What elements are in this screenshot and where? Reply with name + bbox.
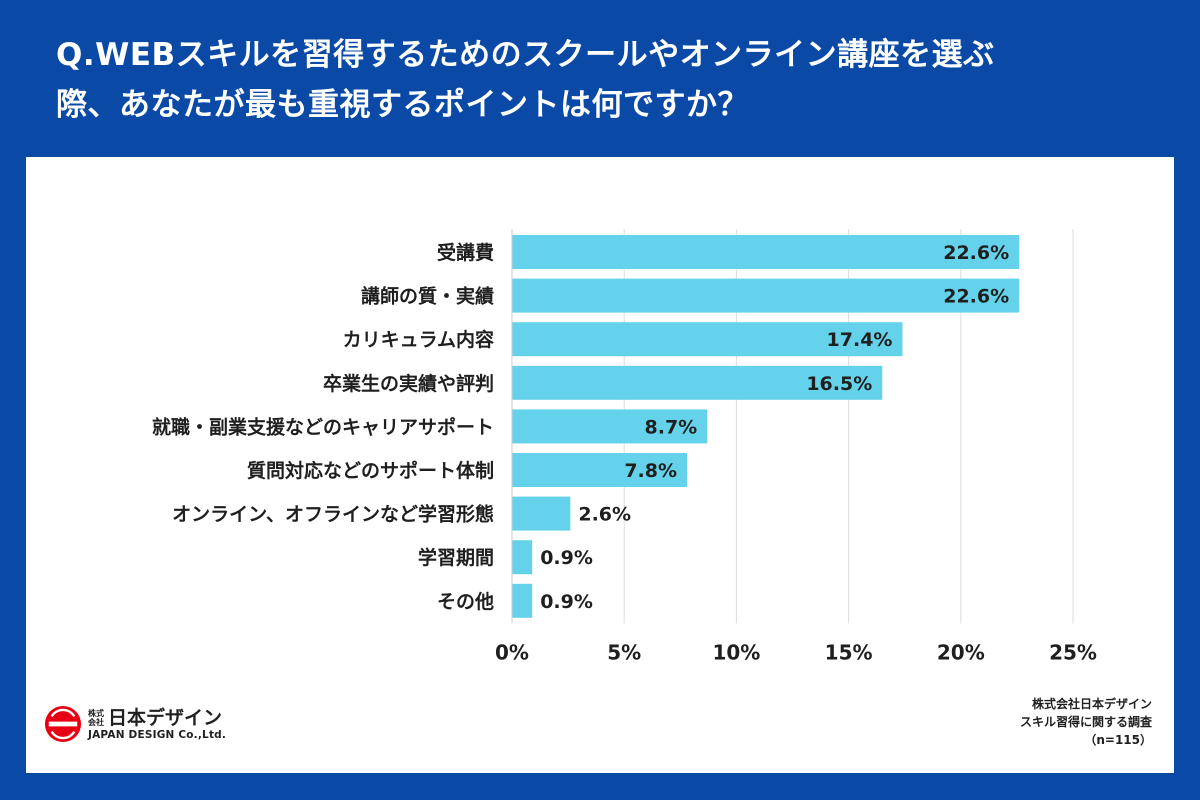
bar-5 <box>512 453 688 487</box>
bar-4 <box>512 409 708 444</box>
title-line-2: 際、あなたが最も重視するポイントは何ですか？ <box>56 87 749 123</box>
title-line-1: Q.WEBスキルを習得するためのスクールやオンライン講座を選ぶ <box>56 37 995 73</box>
x-tick-label-20: 20% <box>937 640 985 664</box>
logo-name: 日本デザイン <box>108 707 223 729</box>
source-note: 株式会社日本デザイン スキル習得に関する調査 （n=115） <box>1020 695 1152 749</box>
chart-panel: 受講費 22.6% 講師の質・実績 22.6% カリキュラム内容 17.4% 卒業生の実績や… <box>26 157 1174 773</box>
category-label-6: オンライン、オフラインなど学習形態 <box>172 503 494 526</box>
logo-text: 株式 会社 日本デザイン JAPAN DESIGN Co.,Ltd. <box>88 707 226 741</box>
bar-6 <box>512 496 571 531</box>
bar-7 <box>512 540 533 575</box>
chart-title: Q.WEBスキルを習得するためのスクールやオンライン講座を選ぶ 際、あなたが最も… <box>56 30 1156 130</box>
bar-0 <box>512 235 1020 269</box>
bar-3 <box>512 365 883 400</box>
company-logo: 株式 会社 日本デザイン JAPAN DESIGN Co.,Ltd. <box>44 705 226 743</box>
category-label-5: 質問対応などのサポート体制 <box>247 459 494 482</box>
logo-prefix-line1: 株式 <box>88 709 104 718</box>
category-label-7: 学習期間 <box>418 546 494 569</box>
value-label-1: 22.6% <box>943 286 1009 308</box>
x-tick-label-10: 10% <box>712 640 760 664</box>
x-tick-label-5: 5% <box>607 640 641 664</box>
category-label-8: その他 <box>437 590 494 613</box>
x-tick-label-25: 25% <box>1049 640 1097 664</box>
logo-prefix-line2: 会社 <box>88 718 104 727</box>
x-tick-label-15: 15% <box>825 640 873 664</box>
category-label-3: 卒業生の実績や評判 <box>323 372 494 395</box>
bar-8 <box>512 583 533 618</box>
value-label-7: 0.9% <box>540 547 593 569</box>
logo-english: JAPAN DESIGN Co.,Ltd. <box>88 729 227 741</box>
x-tick-label-0: 0% <box>495 640 529 664</box>
category-label-0: 受講費 <box>437 241 494 264</box>
logo-mark-icon <box>44 705 82 743</box>
category-label-4: 就職・副業支援などのキャリアサポート <box>152 415 494 438</box>
bar-2 <box>512 322 903 357</box>
bar-1 <box>512 278 1020 313</box>
source-line-3: （n=115） <box>1084 733 1152 747</box>
value-label-8: 0.9% <box>540 591 593 613</box>
value-label-2: 17.4% <box>827 329 893 351</box>
category-label-2: カリキュラム内容 <box>343 328 494 351</box>
value-label-4: 8.7% <box>645 416 698 438</box>
source-line-1: 株式会社日本デザイン <box>1031 697 1152 711</box>
value-label-6: 2.6% <box>578 504 631 526</box>
value-label-3: 16.5% <box>806 373 872 395</box>
value-label-0: 22.6% <box>943 242 1009 264</box>
value-label-5: 7.8% <box>624 460 677 482</box>
source-line-2: スキル習得に関する調査 <box>1019 715 1152 729</box>
category-label-1: 講師の質・実績 <box>361 285 494 308</box>
logo-prefix: 株式 会社 <box>88 709 108 727</box>
bar-chart: 受講費 22.6% 講師の質・実績 22.6% カリキュラム内容 17.4% 卒業生の実績や… <box>152 229 1097 664</box>
